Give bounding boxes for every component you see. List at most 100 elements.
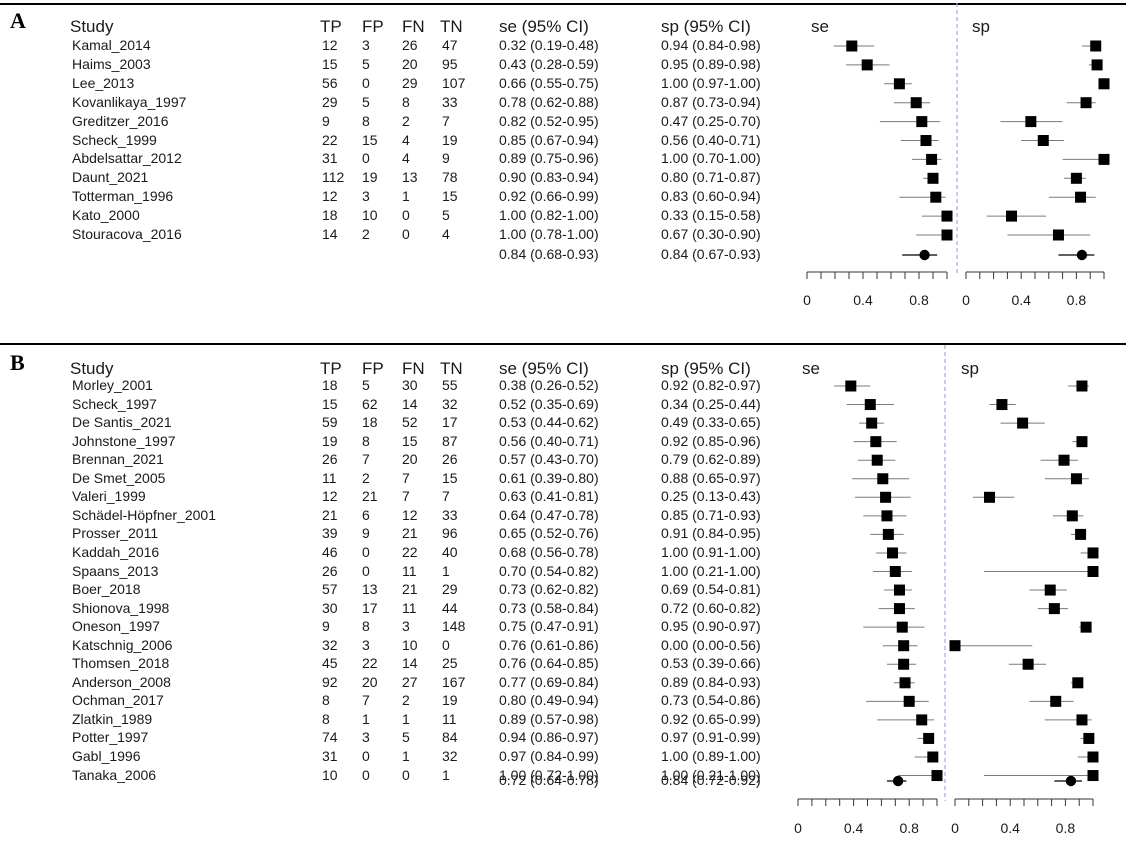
panel-a-row-fp: 0 [362,150,370,167]
panel-b-row-tn: 32 [442,395,458,412]
panel-a-row-tn: 95 [442,55,458,72]
panel-b-row-fp: 13 [362,581,378,598]
panel-b-row-se: 0.68 (0.56-0.78) [499,543,599,560]
panel-b-row-fp: 8 [362,432,370,449]
panel-b-header-study: Study [70,359,114,378]
panel-b-se-tick-label: 0.8 [899,820,919,836]
panel-a-row-tn: 33 [442,93,458,110]
panel-b-row-se: 1.00 (0.72-1.00) [499,766,599,783]
panel-b-sp-tick-label: 0.8 [1056,820,1076,836]
panel-b-row-tn: 40 [442,543,458,560]
panel-b-row-fp: 22 [362,655,378,672]
panel-a-row-sp: 0.87 (0.73-0.94) [661,93,761,110]
panel-a-row-fp: 15 [362,131,378,148]
panel-a-row-sp: 0.95 (0.89-0.98) [661,55,761,72]
panel-b-se-summary-point [892,775,904,787]
panel-b-se-point [871,454,883,466]
panel-a-row-study: Kovanlikaya_1997 [72,93,187,110]
panel-b-row-tp: 46 [322,543,338,560]
panel-a-row-sp: 1.00 (0.70-1.00) [661,150,761,167]
panel-b-row-study: Zlatkin_1989 [72,710,153,727]
panel-b-row-study: Schädel-Höpfner_2001 [72,506,216,523]
panel-b-row-tp: 12 [322,488,338,505]
panel-b-se-point [916,714,928,726]
panel-b-row-tp: 18 [322,377,338,393]
panel-a-header-tp: TP [320,17,342,36]
panel-b-row-tp: 31 [322,748,338,764]
panel-a-se-point [910,97,922,109]
panel-a-row-tp: 22 [322,131,338,148]
panel-b-row-tp: 30 [322,599,338,616]
panel-b-row-sp: 0.92 (0.85-0.96) [661,432,761,449]
panel-a-row-study: Kamal_2014 [72,37,151,53]
panel-b-row-study: Spaans_2013 [72,562,159,579]
panel-b-sp-point [1044,584,1056,596]
panel-b-row-sp: 0.88 (0.65-0.97) [661,469,761,486]
panel-b-row-se: 0.73 (0.62-0.82) [499,581,599,598]
panel-a-row-fn: 2 [402,112,410,129]
panel-b-sp-point [1076,714,1088,726]
panel-b-row-tp: 21 [322,506,338,523]
panel-b-header-fn: FN [402,359,425,378]
panel-a-row-fp: 3 [362,37,370,53]
panel-b-row-sp: 0.00 (0.00-0.56) [661,636,761,653]
panel-b-row-tn: 1 [442,766,450,783]
panel-b-row-fp: 21 [362,488,378,505]
panel-a-row-se: 1.00 (0.82-1.00) [499,207,599,224]
panel-a-row-sp: 0.33 (0.15-0.58) [661,207,761,224]
panel-b-sp-point [1050,695,1062,707]
panel-b-se-point [880,491,892,503]
panel-a-row-tp: 56 [322,74,338,91]
panel-b-sp-point [1070,473,1082,485]
panel-b-row-tp: 39 [322,525,338,542]
panel-b-row-tp: 15 [322,395,338,412]
panel-b-row-fn: 21 [402,525,418,542]
panel-b-row-tn: 26 [442,451,458,468]
panel-b-row-tn: 33 [442,506,458,523]
panel-b-se-point [898,640,910,652]
panel-b-sp-point [1017,417,1029,429]
panel-a-row-tn: 5 [442,207,450,224]
panel-a-summary-sp: 0.84 (0.67-0.93) [661,246,761,262]
panel-a-row-study: Scheck_1999 [72,131,157,148]
panel-a-row-fn: 29 [402,74,418,91]
panel-b-row-tp: 8 [322,692,330,709]
panel-a-row-tn: 4 [442,226,450,242]
panel-a-header-study: Study [70,17,114,36]
panel-b-row-sp: 0.91 (0.84-0.95) [661,525,761,542]
panel-a-row-fp: 0 [362,74,370,91]
panel-a-summary-se: 0.84 (0.68-0.93) [499,246,599,262]
panel-b-row-fp: 6 [362,506,370,523]
panel-b-header-tn: TN [440,359,463,378]
panel-a-row-se: 0.82 (0.52-0.95) [499,112,599,129]
panel-b-row-sp: 0.69 (0.54-0.81) [661,581,761,598]
panel-a-row-fn: 20 [402,55,418,72]
panel-a-row-fp: 3 [362,188,370,205]
panel-b-row-sp: 0.85 (0.71-0.93) [661,506,761,523]
panel-b-sp-point [984,491,995,503]
panel-a-row-sp: 0.94 (0.84-0.98) [661,37,761,53]
panel-b-row-fn: 22 [402,543,418,560]
panel-a-row-tn: 19 [442,131,458,148]
panel-b-row-study: Valeri_1999 [72,488,146,505]
panel-a-se-point [927,172,939,184]
panel-a-se-point [941,210,953,222]
panel-a-plot-header-sp: sp [972,17,990,36]
panel-a-row-sp: 0.67 (0.30-0.90) [661,226,761,242]
panel-b-summary-sp: 0.84 (0.72-0.92) [661,772,761,788]
panel-b-row-study: Shionova_1998 [72,599,170,616]
panel-a-sp-point [1025,116,1037,128]
panel-b-se-point [927,751,939,763]
panel-b-se-point [866,417,878,429]
panel-a-row-tn: 15 [442,188,458,205]
panel-a-row-tp: 9 [322,112,330,129]
panel-a-se-point [941,229,953,241]
panel-b-row-fp: 0 [362,748,370,764]
panel-b-se-point [923,732,935,744]
panel-a-sp-point [1075,191,1087,203]
panel-b-row-study: Potter_1997 [72,729,149,746]
panel-b-se-point [898,658,910,670]
panel-a-row-fn: 0 [402,207,410,224]
panel-b-row-tn: 0 [442,636,450,653]
